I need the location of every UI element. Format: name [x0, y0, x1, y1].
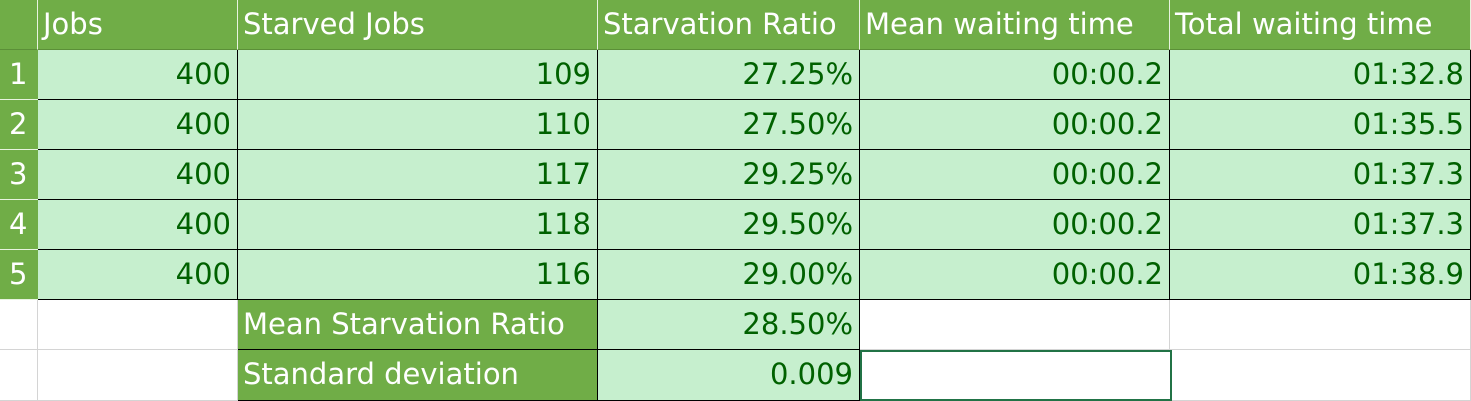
cell-total-wait[interactable]: 01:37.3: [1170, 200, 1471, 250]
cell-mean-wait[interactable]: 00:00.2: [860, 50, 1170, 100]
empty-cell[interactable]: [860, 300, 1170, 350]
mean-starvation-ratio-label[interactable]: Mean Starvation Ratio: [238, 300, 598, 350]
cell-jobs[interactable]: 400: [38, 150, 238, 200]
cell-jobs[interactable]: 400: [38, 200, 238, 250]
cell-total-wait[interactable]: 01:35.5: [1170, 100, 1471, 150]
cell-starved[interactable]: 118: [238, 200, 598, 250]
row-number[interactable]: 3: [0, 150, 38, 200]
empty-cell[interactable]: [1170, 300, 1471, 350]
cell-ratio[interactable]: 27.25%: [598, 50, 860, 100]
header-starved-jobs[interactable]: Starved Jobs: [238, 0, 598, 50]
empty-cell[interactable]: [1172, 350, 1471, 401]
cell-total-wait[interactable]: 01:32.8: [1170, 50, 1471, 100]
empty-cell[interactable]: [0, 300, 38, 350]
standard-deviation-value[interactable]: 0.009: [598, 350, 860, 401]
row-number[interactable]: 2: [0, 100, 38, 150]
header-starvation-ratio[interactable]: Starvation Ratio: [598, 0, 860, 50]
row-number[interactable]: 1: [0, 50, 38, 100]
empty-cell[interactable]: [38, 300, 238, 350]
cell-ratio[interactable]: 29.50%: [598, 200, 860, 250]
cell-ratio[interactable]: 29.00%: [598, 250, 860, 300]
cell-mean-wait[interactable]: 00:00.2: [860, 200, 1170, 250]
cell-mean-wait[interactable]: 00:00.2: [860, 150, 1170, 200]
header-rowno-corner[interactable]: [0, 0, 38, 50]
header-mean-waiting-time[interactable]: Mean waiting time: [860, 0, 1170, 50]
cell-starved[interactable]: 110: [238, 100, 598, 150]
cell-total-wait[interactable]: 01:37.3: [1170, 150, 1471, 200]
cell-jobs[interactable]: 400: [38, 100, 238, 150]
header-jobs[interactable]: Jobs: [38, 0, 238, 50]
row-number[interactable]: 5: [0, 250, 38, 300]
empty-cell[interactable]: [0, 350, 38, 401]
standard-deviation-label[interactable]: Standard deviation: [238, 350, 598, 401]
empty-cell[interactable]: [38, 350, 238, 401]
cell-starved[interactable]: 116: [238, 250, 598, 300]
cell-mean-wait[interactable]: 00:00.2: [860, 100, 1170, 150]
cell-ratio[interactable]: 27.50%: [598, 100, 860, 150]
selected-cell[interactable]: [860, 350, 1172, 401]
row-number[interactable]: 4: [0, 200, 38, 250]
cell-total-wait[interactable]: 01:38.9: [1170, 250, 1471, 300]
cell-jobs[interactable]: 400: [38, 250, 238, 300]
cell-starved[interactable]: 109: [238, 50, 598, 100]
cell-mean-wait[interactable]: 00:00.2: [860, 250, 1170, 300]
cell-jobs[interactable]: 400: [38, 50, 238, 100]
cell-ratio[interactable]: 29.25%: [598, 150, 860, 200]
mean-starvation-ratio-value[interactable]: 28.50%: [598, 300, 860, 350]
header-total-waiting-time[interactable]: Total waiting time: [1170, 0, 1471, 50]
cell-starved[interactable]: 117: [238, 150, 598, 200]
